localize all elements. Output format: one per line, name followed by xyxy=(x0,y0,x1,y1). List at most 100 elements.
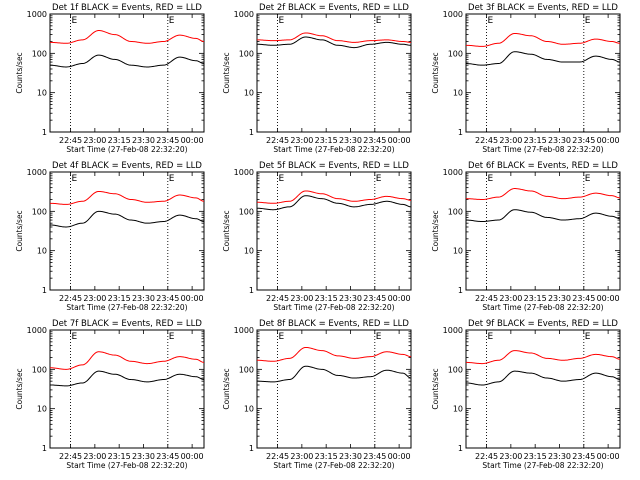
x-tick-label: 23:30 xyxy=(132,294,155,303)
x-tick-label: 23:15 xyxy=(315,294,338,303)
y-tick-label: 1 xyxy=(249,286,254,295)
x-tick-label: 23:00 xyxy=(499,452,522,461)
y-tick-label: 10 xyxy=(453,89,463,98)
x-axis-label: Start Time (27-Feb-08 22:32:20) xyxy=(273,461,394,470)
event-marker-label: E xyxy=(279,174,285,184)
plot-frame xyxy=(465,13,621,133)
event-marker-label: E xyxy=(585,16,591,26)
x-tick-label: 23:30 xyxy=(548,136,571,145)
x-tick-label: 22:45 xyxy=(59,136,82,145)
x-tick-label: 23:15 xyxy=(108,136,131,145)
x-tick-label: 23:15 xyxy=(108,452,131,461)
x-axis-label: Start Time (27-Feb-08 22:32:20) xyxy=(66,303,187,312)
y-tick-label: 1 xyxy=(458,128,463,137)
x-tick-label: 23:45 xyxy=(156,452,179,461)
event-marker-label: E xyxy=(488,174,494,184)
panel-9: Det 9f BLACK = Events, RED = LLD 1 10 100 10… xyxy=(431,319,621,470)
y-tick-label: 10 xyxy=(453,405,463,414)
x-tick-label: 23:15 xyxy=(524,452,547,461)
x-tick-label: 23:45 xyxy=(363,452,386,461)
panel-3: Det 3f BLACK = Events, RED = LLD 1 10 100 10… xyxy=(431,3,621,154)
x-tick-label: 00:00 xyxy=(181,294,204,303)
x-tick-label: 23:45 xyxy=(572,452,595,461)
series-line-lld xyxy=(49,30,205,44)
event-marker-label: E xyxy=(279,16,285,26)
y-tick-label: 10 xyxy=(37,247,47,256)
y-tick-label: 1000 xyxy=(27,168,47,177)
panel-title: Det 2f BLACK = Events, RED = LLD xyxy=(259,3,409,13)
x-tick-label: 23:30 xyxy=(548,294,571,303)
y-tick-label: 1 xyxy=(249,128,254,137)
y-tick-label: 10 xyxy=(37,405,47,414)
x-tick-label: 23:30 xyxy=(132,136,155,145)
x-axis-label: Start Time (27-Feb-08 22:32:20) xyxy=(273,303,394,312)
panel-2: Det 2f BLACK = Events, RED = LLD 1 10 100 10… xyxy=(222,3,412,154)
event-marker-label: E xyxy=(585,332,591,342)
x-tick-label: 23:45 xyxy=(363,294,386,303)
x-tick-label: 23:30 xyxy=(548,452,571,461)
y-tick-label: 1000 xyxy=(234,168,254,177)
y-tick-label: 10 xyxy=(244,89,254,98)
series-line-lld xyxy=(256,346,412,362)
x-tick-label: 23:15 xyxy=(315,452,338,461)
series-line-events xyxy=(465,51,621,66)
plot-frame xyxy=(465,329,621,449)
event-marker-label: E xyxy=(376,16,382,26)
x-tick-label: 23:00 xyxy=(290,136,313,145)
y-tick-label: 1000 xyxy=(27,326,47,335)
x-tick-label: 22:45 xyxy=(59,294,82,303)
y-tick-label: 100 xyxy=(32,365,47,374)
x-axis-label: Start Time (27-Feb-08 22:32:20) xyxy=(273,145,394,154)
y-tick-label: 100 xyxy=(239,207,254,216)
y-tick-label: 100 xyxy=(448,365,463,374)
x-tick-label: 23:45 xyxy=(363,136,386,145)
event-marker-label: E xyxy=(72,16,78,26)
y-tick-label: 1000 xyxy=(27,10,47,19)
panel-title: Det 3f BLACK = Events, RED = LLD xyxy=(468,3,618,13)
series-line-lld xyxy=(465,188,621,200)
x-tick-label: 00:00 xyxy=(181,452,204,461)
series-line-lld xyxy=(256,190,412,204)
x-tick-label: 23:30 xyxy=(339,452,362,461)
y-tick-label: 10 xyxy=(37,89,47,98)
x-tick-label: 23:15 xyxy=(524,136,547,145)
event-marker-label: E xyxy=(279,332,285,342)
x-tick-label: 22:45 xyxy=(266,294,289,303)
x-tick-label: 00:00 xyxy=(388,294,411,303)
y-tick-label: 10 xyxy=(244,247,254,256)
y-tick-label: 100 xyxy=(32,207,47,216)
y-axis-label: Counts/sec xyxy=(222,52,231,93)
x-axis-label: Start Time (27-Feb-08 22:32:20) xyxy=(66,461,187,470)
plot-frame xyxy=(49,329,205,449)
x-tick-label: 22:45 xyxy=(475,452,498,461)
y-tick-label: 1000 xyxy=(443,168,463,177)
x-tick-label: 23:30 xyxy=(339,136,362,145)
x-tick-label: 23:00 xyxy=(83,452,106,461)
x-tick-label: 22:45 xyxy=(475,136,498,145)
y-tick-label: 1 xyxy=(458,444,463,453)
panel-title: Det 5f BLACK = Events, RED = LLD xyxy=(259,161,409,171)
y-tick-label: 10 xyxy=(453,247,463,256)
y-tick-label: 100 xyxy=(448,49,463,58)
x-tick-label: 23:00 xyxy=(499,294,522,303)
x-tick-label: 22:45 xyxy=(475,294,498,303)
event-marker-label: E xyxy=(169,16,175,26)
series-line-events xyxy=(256,36,412,49)
x-axis-label: Start Time (27-Feb-08 22:32:20) xyxy=(482,461,603,470)
series-line-events xyxy=(49,210,205,228)
x-tick-label: 00:00 xyxy=(181,136,204,145)
x-tick-label: 22:45 xyxy=(266,452,289,461)
panel-title: Det 9f BLACK = Events, RED = LLD xyxy=(468,319,618,329)
x-axis-label: Start Time (27-Feb-08 22:32:20) xyxy=(482,145,603,154)
event-marker-label: E xyxy=(376,332,382,342)
series-line-lld xyxy=(465,32,621,47)
panel-8: Det 8f BLACK = Events, RED = LLD 1 10 100 10… xyxy=(222,319,412,470)
y-tick-label: 1 xyxy=(42,128,47,137)
x-tick-label: 23:15 xyxy=(524,294,547,303)
panel-title: Det 6f BLACK = Events, RED = LLD xyxy=(468,161,618,171)
x-tick-label: 23:30 xyxy=(339,294,362,303)
series-line-events xyxy=(256,365,412,383)
y-tick-label: 100 xyxy=(448,207,463,216)
panel-title: Det 4f BLACK = Events, RED = LLD xyxy=(52,161,202,171)
